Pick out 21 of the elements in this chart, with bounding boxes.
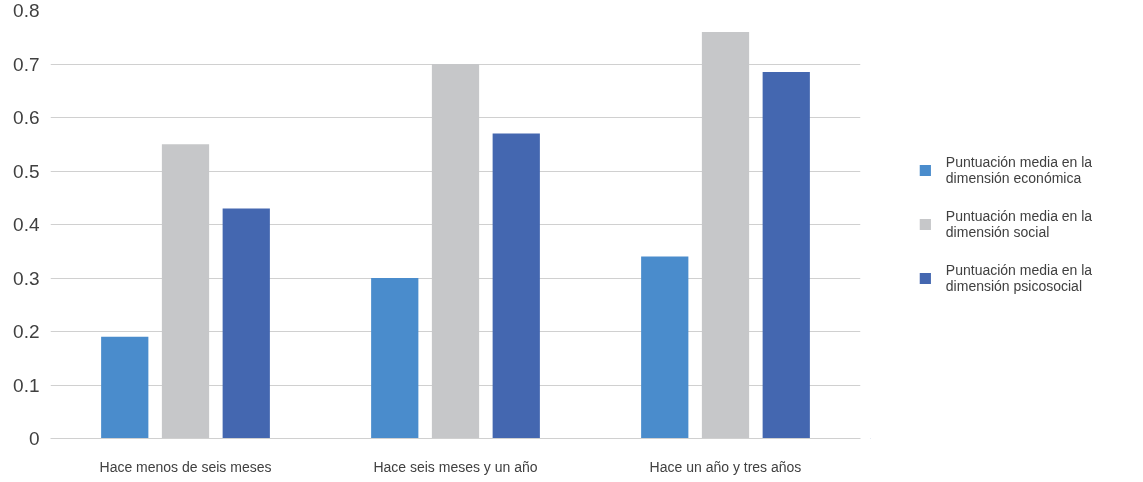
x-tick-label: Hace un año y tres años bbox=[649, 458, 802, 475]
y-tick-label: 0.6 bbox=[13, 107, 40, 128]
bar bbox=[371, 278, 419, 439]
y-tick-label: 0.4 bbox=[13, 214, 40, 235]
legend-label: Puntuación media en la dimensión social bbox=[945, 208, 1093, 240]
bar bbox=[101, 336, 149, 439]
legend-label: Puntuación media en la dimensión económica bbox=[945, 154, 1093, 186]
y-tick-label: 0.3 bbox=[13, 267, 40, 289]
legend-label: Puntuación media en la dimensión psicosocial bbox=[945, 262, 1093, 294]
bar bbox=[222, 208, 270, 439]
y-tick-label: 0.1 bbox=[13, 374, 40, 396]
bar bbox=[492, 133, 540, 439]
bar bbox=[762, 72, 810, 439]
bar bbox=[641, 256, 689, 439]
y-tick-label: 0.8 bbox=[13, 0, 40, 21]
y-tick-label: 0 bbox=[28, 428, 40, 449]
x-tick-label: Hace menos de seis meses bbox=[99, 458, 272, 475]
y-tick-label: 0.5 bbox=[13, 160, 40, 182]
x-tick-label: Hace seis meses y un año bbox=[373, 458, 538, 475]
y-tick-label: 0.7 bbox=[13, 53, 40, 75]
y-tick-label: 0.2 bbox=[13, 321, 40, 342]
